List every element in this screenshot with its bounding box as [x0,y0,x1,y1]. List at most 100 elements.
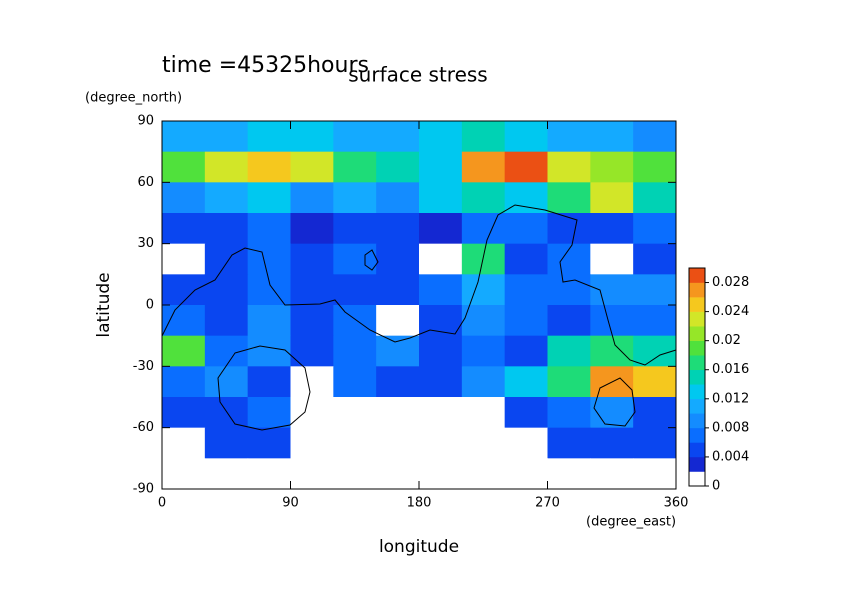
cell [376,458,420,490]
cell [162,213,206,245]
cell [333,274,377,306]
y-tick-label: 60 [137,175,154,190]
cell [204,397,249,429]
coastline [364,249,379,271]
cell [290,243,334,275]
cell [633,366,677,398]
cell [204,274,249,306]
cell [590,305,634,337]
cell [247,243,291,275]
cell [547,335,591,367]
field [162,121,677,490]
cell [590,274,634,306]
colorbar-tick-label: 0.012 [712,391,749,406]
cell [376,274,420,306]
colorbar-band [689,456,705,472]
cell [504,366,548,398]
cell [376,182,420,214]
cell [419,366,463,398]
cell [419,213,463,245]
subtitle: time =45325hours [162,53,369,78]
coastline [217,345,311,431]
cell [247,458,291,490]
cell [333,335,377,367]
cell [504,121,548,153]
cell [547,274,591,306]
cell [204,427,249,459]
cell [461,427,506,459]
cell [590,213,634,245]
x-tick-label: 360 [664,496,689,511]
cell [590,458,634,490]
cell [162,121,206,153]
chart-title: surface stress [348,63,487,87]
cell [162,458,206,490]
cell [204,458,249,490]
colorbar-band [689,413,705,429]
cell [547,182,591,214]
x-tick-label: 90 [282,496,299,511]
cell [290,182,334,214]
cell [247,305,291,337]
cell [590,243,634,275]
cell [461,151,506,183]
y-tick-label: -90 [133,482,154,497]
cell [290,427,334,459]
cell [290,458,334,490]
cell [461,458,506,490]
x-axis-label: longitude [379,537,459,557]
cell [290,366,334,398]
cell [162,335,206,367]
colorbar-tick-label: 0.02 [712,333,741,348]
cell [247,335,291,367]
cell [633,305,677,337]
cell [162,243,206,275]
cell [504,335,548,367]
cell [504,305,548,337]
cell [419,335,463,367]
cell [419,274,463,306]
cell [290,274,334,306]
cell [419,458,463,490]
cell [547,121,591,153]
cell [419,397,463,429]
cell [376,366,420,398]
cell [461,121,506,153]
cell [333,366,377,398]
cell [162,366,206,398]
cell [247,366,291,398]
cell [162,427,206,459]
cell [504,427,548,459]
cell [461,182,506,214]
cell [333,243,377,275]
colorbar-band [689,427,705,443]
colorbar-band [689,282,705,298]
cell [204,243,249,275]
cell [204,213,249,245]
cell [547,458,591,490]
cell [247,213,291,245]
colorbar-tick-label: 0.024 [712,304,749,319]
colorbar-band [689,471,705,487]
cell [204,305,249,337]
cell [633,458,677,490]
colorbar-band [689,297,705,312]
colorbar-band [689,268,705,283]
cell [247,397,291,429]
cell [204,151,249,183]
cell [376,151,420,183]
colorbar-band [689,311,705,327]
colorbar-tick-label: 0.008 [712,420,749,435]
colorbar-band [689,326,705,341]
y-axis-label: latitude [94,272,114,337]
cell [333,458,377,490]
cell [247,182,291,214]
coastline [593,377,636,427]
colorbar-band [689,355,705,371]
cell [162,305,206,337]
cell [376,121,420,153]
cell [590,182,634,214]
cell [247,121,291,153]
cell [590,151,634,183]
